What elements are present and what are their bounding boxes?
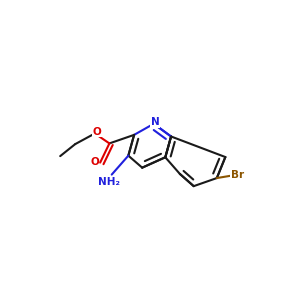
Text: NH₂: NH₂ xyxy=(98,176,120,187)
Text: O: O xyxy=(90,157,99,167)
Text: N: N xyxy=(151,117,159,128)
Text: O: O xyxy=(92,127,101,136)
Text: Br: Br xyxy=(231,170,244,180)
